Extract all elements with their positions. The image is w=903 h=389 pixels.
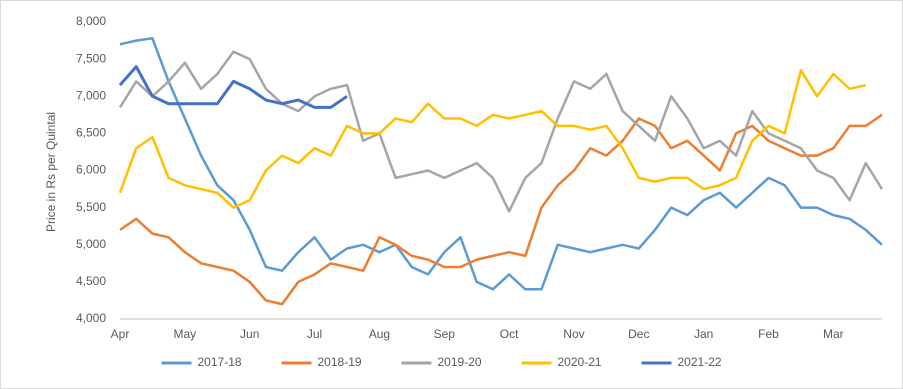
x-tick-label: Dec [628, 327, 649, 341]
series-line [119, 37, 883, 291]
x-tick-label: Nov [563, 327, 584, 341]
x-tick-label: Feb [758, 327, 779, 341]
y-tick-label: 6,000 [76, 163, 106, 177]
x-tick-label: Oct [500, 327, 519, 341]
y-tick-label: 7,500 [76, 51, 106, 65]
y-tick-label: 5,000 [76, 237, 106, 251]
y-tick-label: 7,000 [76, 88, 106, 102]
x-tick-label: Mar [823, 327, 844, 341]
y-tick-label: 6,500 [76, 126, 106, 140]
legend-label: 2019-20 [438, 355, 482, 369]
y-tick-label: 4,000 [76, 311, 106, 325]
legend-label: 2020-21 [558, 355, 602, 369]
legend-label: 2018-19 [318, 355, 362, 369]
x-tick-label: Sep [434, 327, 456, 341]
x-tick-label: Jan [694, 327, 713, 341]
x-tick-label: Jul [307, 327, 322, 341]
x-tick-label: May [174, 327, 197, 341]
series-line [118, 69, 867, 209]
y-tick-label: 8,000 [76, 14, 106, 28]
y-tick-label: 5,500 [76, 200, 106, 214]
y-axis-label: Price in Rs per Quintal [44, 112, 58, 232]
legend-label: 2017-18 [198, 355, 242, 369]
series-line [118, 50, 884, 213]
x-tick-label: Aug [369, 327, 390, 341]
series-line [118, 65, 348, 109]
series-line [119, 113, 883, 306]
y-tick-label: 4,500 [76, 274, 106, 288]
x-tick-label: Apr [111, 327, 130, 341]
x-tick-label: Jun [240, 327, 259, 341]
legend-label: 2021-22 [678, 355, 722, 369]
